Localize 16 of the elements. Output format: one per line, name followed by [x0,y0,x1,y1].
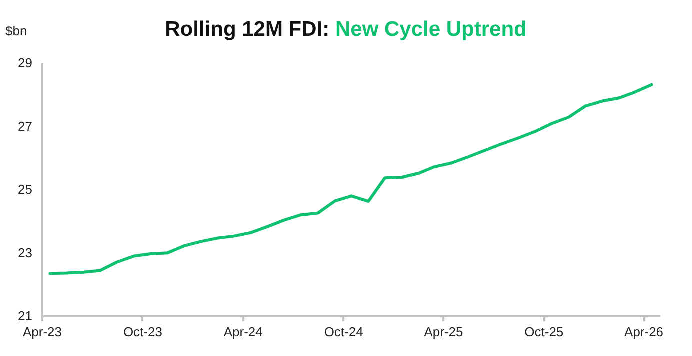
x-tick-label: Apr-25 [424,324,464,340]
chart-subtitle: New Cycle Uptrend [335,18,527,41]
y-tick-label: 25 [18,182,32,197]
x-tick-label: Oct-24 [324,324,364,340]
chart-title: Rolling 12M FDI: [165,18,330,41]
y-tick-label: 29 [18,56,32,70]
y-axis-title: $bn [6,24,28,38]
y-tick-label: 21 [18,308,32,324]
x-tick-label: Oct-23 [123,324,162,340]
x-tick-label: Apr-23 [22,324,62,340]
x-tick-label: Oct-25 [524,324,564,340]
y-tick-label: 27 [18,118,32,134]
x-tick-label: Apr-24 [224,324,263,340]
line-series [48,83,654,276]
x-tick-label: Apr-26 [624,324,664,340]
y-tick-label: 23 [18,245,32,260]
